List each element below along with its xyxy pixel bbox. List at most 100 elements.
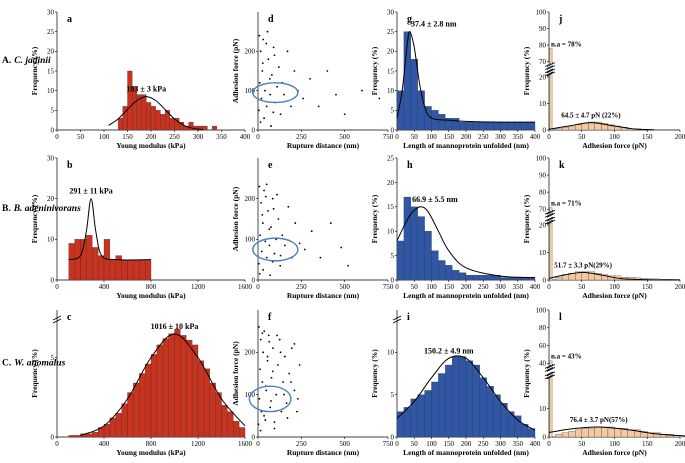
bar: [191, 344, 199, 438]
x-tick-label: 250: [169, 133, 180, 141]
bar: [68, 435, 75, 438]
x-axis-label: Length of mannoprotein unfolded (nm): [403, 291, 529, 300]
bar: [74, 435, 81, 438]
axis-break: [544, 71, 554, 77]
x-tick-label: 0: [547, 133, 551, 141]
bar: [121, 403, 128, 438]
bar: [438, 114, 446, 131]
axis-break: [546, 68, 556, 74]
annotation: 76.4 ± 3.7 pN(57%): [570, 416, 628, 424]
bar: [588, 428, 595, 438]
point: [258, 34, 261, 37]
bar: [146, 102, 152, 131]
point: [347, 264, 350, 267]
y-tick-label: 0: [391, 126, 395, 134]
x-axis-label: Length of mannoprotein unfolded (nm): [403, 448, 529, 457]
bar: [486, 121, 494, 131]
point: [283, 93, 285, 96]
y-tick-label: 0: [51, 276, 55, 284]
y-tick-label: 5: [391, 107, 395, 115]
bar: [465, 360, 474, 438]
x-tick-label: 150: [444, 440, 455, 448]
point: [272, 46, 275, 49]
axis-break: [544, 219, 554, 225]
bar: [438, 373, 446, 438]
bar: [568, 125, 576, 131]
bar: [103, 424, 111, 438]
na-bar: [549, 360, 553, 366]
point: [279, 254, 282, 257]
point: [282, 381, 285, 383]
y-axis-label: Frequency (%): [522, 46, 531, 95]
y-tick-label: 200: [245, 48, 256, 56]
bar: [575, 124, 582, 131]
fit-curve: [396, 31, 536, 123]
point: [260, 250, 263, 253]
y-tick-label: 0: [391, 433, 395, 441]
x-axis-label: Rupture distance (nm): [287, 291, 360, 300]
y-tick-label: 100: [536, 306, 547, 314]
point: [266, 359, 269, 362]
panel-letter: f: [268, 312, 272, 323]
point: [302, 97, 304, 100]
point: [262, 268, 265, 271]
point: [273, 54, 276, 57]
x-tick-label: 1200: [191, 440, 206, 448]
bar: [465, 274, 474, 281]
bar: [424, 390, 432, 438]
point: [273, 421, 276, 424]
bar: [575, 429, 582, 438]
bar: [180, 335, 187, 438]
bar: [215, 392, 222, 438]
x-tick-label: 0: [395, 133, 399, 141]
x-tick-label: 100: [426, 283, 437, 291]
row-label: B. B. adeninivorans: [2, 204, 81, 214]
x-tick-label: 200: [675, 283, 685, 291]
y-tick-label: 5: [51, 107, 55, 115]
panel-letter: h: [407, 160, 413, 171]
bar: [150, 354, 158, 438]
bar: [74, 239, 81, 281]
bar: [458, 356, 467, 438]
point: [259, 338, 262, 341]
point: [264, 89, 266, 92]
x-tick-label: 0: [547, 283, 551, 291]
point: [279, 351, 282, 354]
point: [259, 121, 262, 124]
fit-curve: [108, 96, 203, 131]
point: [329, 222, 332, 224]
point: [272, 347, 274, 349]
x-tick-label: 100: [609, 440, 620, 448]
y-tick-label: 40: [539, 360, 547, 368]
point: [261, 332, 264, 335]
bar: [162, 338, 169, 438]
point: [277, 364, 279, 366]
point: [271, 370, 274, 373]
bar: [594, 426, 602, 438]
point: [267, 334, 270, 337]
bar: [139, 373, 146, 438]
point: [278, 338, 281, 341]
x-axis-label: Length of mannoprotein unfolded (nm): [403, 141, 529, 150]
y-axis-label: Frequency (%): [370, 349, 379, 398]
x-axis-label: Rupture distance (nm): [287, 141, 360, 150]
bar: [458, 121, 467, 131]
axis-break: [52, 315, 62, 321]
y-tick-label: 60: [539, 342, 547, 350]
point: [258, 185, 261, 188]
point: [257, 109, 260, 112]
bar: [452, 118, 460, 131]
x-tick-label: 300: [495, 440, 506, 448]
bar: [417, 90, 425, 131]
point: [259, 368, 261, 371]
x-tick-label: 0: [395, 283, 399, 291]
bar: [168, 333, 175, 438]
x-tick-label: 150: [642, 283, 653, 291]
x-tick-label: 0: [256, 440, 260, 448]
y-axis-label: Frequency (%): [30, 349, 39, 398]
point: [269, 274, 272, 277]
x-tick-label: 200: [675, 133, 685, 141]
point: [275, 238, 278, 241]
x-tick-label: 0: [55, 440, 59, 448]
point: [296, 398, 299, 400]
